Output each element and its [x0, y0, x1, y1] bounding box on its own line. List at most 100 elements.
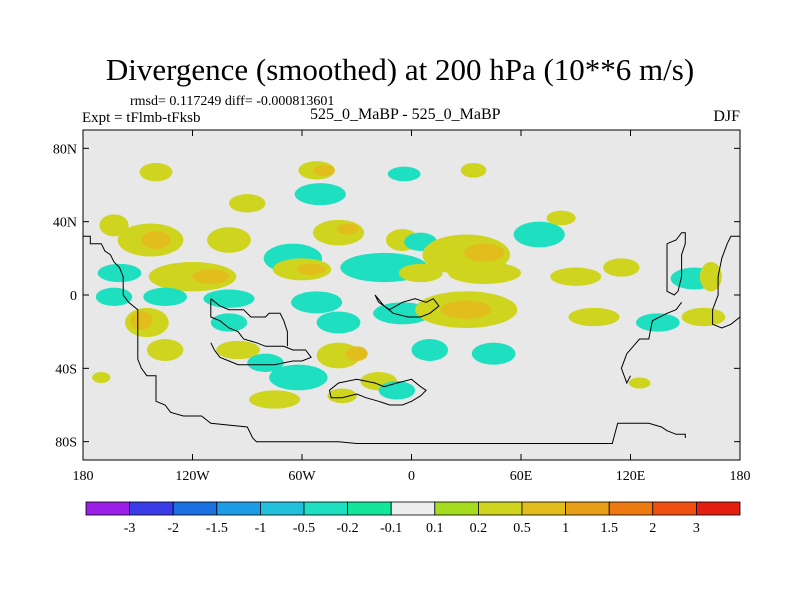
divergence-blob: [139, 163, 173, 182]
x-tick-label: 180: [73, 469, 94, 484]
colorbar-swatch: [172, 501, 218, 516]
x-tick-label: 120W: [175, 469, 210, 484]
colorbar-label: -3: [124, 521, 136, 536]
divergence-blob: [249, 390, 301, 409]
coastline-segment: [374, 294, 440, 318]
divergence-blob: [550, 267, 602, 286]
coastline-segment: [210, 298, 288, 347]
case-comparison-label: 525_0_MaBP - 525_0_MaBP: [310, 106, 501, 123]
colorbar-swatch: [696, 501, 741, 516]
y-tick-label: 80N: [53, 142, 77, 157]
colorbar-label: -1: [255, 521, 267, 536]
y-tick-label: 0: [70, 289, 77, 304]
colorbar-swatch: [434, 501, 479, 516]
divergence-blob: [546, 210, 576, 226]
divergence-blob: [398, 263, 443, 283]
y-tick-label: 40S: [55, 362, 77, 377]
colorbar-swatch: [347, 501, 392, 516]
colorbar-swatch: [259, 501, 305, 516]
colorbar-swatch: [303, 501, 348, 516]
divergence-blob: [336, 223, 359, 235]
colorbar-label: -0.5: [293, 521, 315, 536]
rmsd-diff-stats: rmsd= 0.117249 diff= -0.000813601: [130, 94, 335, 109]
divergence-blob: [345, 346, 368, 361]
divergence-blob: [513, 221, 565, 248]
divergence-blob: [464, 243, 505, 262]
divergence-blob: [378, 381, 416, 400]
x-tick-label: 180: [730, 469, 751, 484]
coastline-segment: [328, 378, 427, 406]
colorbar-swatch: [390, 501, 436, 516]
divergence-blob: [141, 230, 171, 250]
colorbar-label: -1.5: [206, 521, 228, 536]
colorbar-swatch: [608, 501, 654, 516]
colorbar-swatch: [565, 501, 610, 516]
divergence-blob: [628, 377, 651, 389]
divergence-blob: [97, 263, 142, 283]
colorbar-swatch: [521, 501, 566, 516]
colorbar-label: 0.1: [426, 521, 444, 536]
divergence-blob: [210, 313, 248, 332]
divergence-blob: [92, 372, 111, 383]
divergence-blob: [312, 219, 365, 246]
y-tick-label: 80S: [55, 436, 77, 451]
coastline-segment: [83, 235, 686, 444]
divergence-blob: [207, 227, 251, 253]
x-tick-label: 120E: [616, 469, 646, 484]
season-label: DJF: [713, 108, 740, 125]
divergence-blob: [291, 291, 343, 314]
experiment-label: Expt = tFlmb-tFksb: [82, 110, 201, 126]
divergence-blob: [327, 388, 357, 404]
divergence-blob: [316, 311, 361, 334]
divergence-blob: [460, 163, 487, 178]
colorbar-label: 2: [649, 521, 656, 536]
colorbar-label: 0.2: [470, 521, 488, 536]
divergence-blob: [603, 258, 640, 277]
map-axes: 180 120W 60W 0 60E 120E 180 80N 40N 0 40S 80S: [53, 130, 751, 484]
divergence-blob: [681, 307, 726, 327]
coastline-segment: [210, 298, 312, 366]
divergence-blob: [635, 313, 680, 332]
colorbar-label: 0.5: [513, 521, 531, 536]
colorbar-label: 3: [693, 521, 700, 536]
divergence-blob: [269, 364, 328, 391]
colorbar-label: 1: [562, 521, 569, 536]
colorbar-label: -0.2: [337, 521, 359, 536]
colorbar-swatch: [652, 501, 697, 516]
divergence-blob: [448, 262, 521, 284]
divergence-blob: [312, 164, 335, 176]
divergence-blob: [216, 340, 261, 360]
divergence-blob: [130, 311, 153, 330]
divergence-blob: [143, 287, 188, 307]
divergence-blob: [568, 307, 620, 327]
divergence-blob: [146, 339, 184, 361]
plot-background: [83, 130, 740, 460]
colorbar-swatch: [477, 501, 523, 516]
x-tick-label: 60E: [510, 469, 533, 484]
divergence-blob: [99, 214, 129, 237]
colorbar: -3 -2 -1.5 -1 -0.5 -0.2 -0.1 0.1 0.2 0.5 1 1.5 2 3: [85, 501, 741, 536]
colorbar-swatch: [85, 501, 130, 516]
divergence-blob: [440, 300, 492, 319]
divergence-blob: [294, 183, 346, 206]
colorbar-swatch: [129, 501, 174, 516]
colorbar-swatch: [216, 501, 261, 516]
x-tick-label: 0: [408, 469, 415, 484]
coastline-segment: [620, 302, 683, 385]
colorbar-label: -0.1: [380, 521, 402, 536]
divergence-blob: [247, 353, 284, 373]
colorbar-label: 1.5: [600, 521, 618, 536]
divergence-blob: [471, 342, 516, 365]
divergence-blob: [411, 339, 448, 361]
coastline-segment: [712, 235, 740, 329]
divergence-blob: [699, 262, 722, 292]
divergence-contour-fills: [92, 161, 726, 409]
divergence-blob: [229, 194, 266, 213]
y-tick-label: 40N: [53, 216, 77, 231]
x-tick-label: 60W: [288, 469, 316, 484]
coastlines: [83, 232, 740, 444]
divergence-blob: [387, 166, 421, 182]
divergence-blob: [95, 287, 133, 307]
colorbar-label: -2: [167, 521, 179, 536]
